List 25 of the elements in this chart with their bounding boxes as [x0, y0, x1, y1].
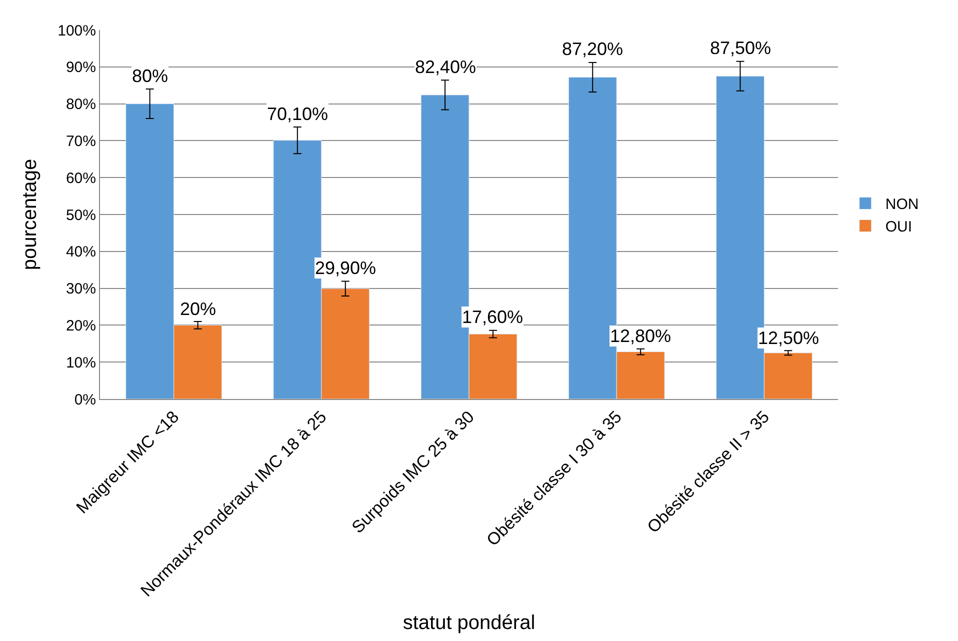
- data-label: 87,50%: [710, 38, 772, 58]
- data-label: 80%: [132, 66, 168, 86]
- y-tick-label: 30%: [66, 280, 96, 298]
- data-label: 70,10%: [267, 104, 328, 124]
- data-label: 20%: [180, 299, 216, 319]
- y-tick-label: 70%: [66, 132, 96, 150]
- data-label: 12,50%: [758, 328, 820, 348]
- data-label: 17,60%: [462, 307, 524, 327]
- data-label: 12,80%: [610, 326, 672, 346]
- legend-label: NON: [885, 196, 919, 214]
- y-tick-label: 20%: [66, 317, 96, 334]
- legend-label: OUI: [885, 218, 912, 236]
- y-tick-label: 90%: [66, 59, 96, 76]
- data-label: 29,90%: [315, 258, 376, 278]
- x-axis-title: statut pondéral: [402, 612, 536, 634]
- data-label: 87,20%: [562, 39, 624, 59]
- data-label: 82,40%: [415, 57, 476, 77]
- y-tick-label: 60%: [66, 170, 96, 187]
- y-tick-label: 0%: [74, 391, 96, 408]
- y-tick-label: 10%: [66, 354, 96, 372]
- y-tick-label: 50%: [66, 206, 96, 224]
- y-tick-label: 80%: [66, 96, 96, 114]
- y-tick-label: 100%: [58, 22, 96, 40]
- y-tick-label: 40%: [66, 244, 96, 261]
- y-axis-title: pourcentage: [19, 158, 42, 270]
